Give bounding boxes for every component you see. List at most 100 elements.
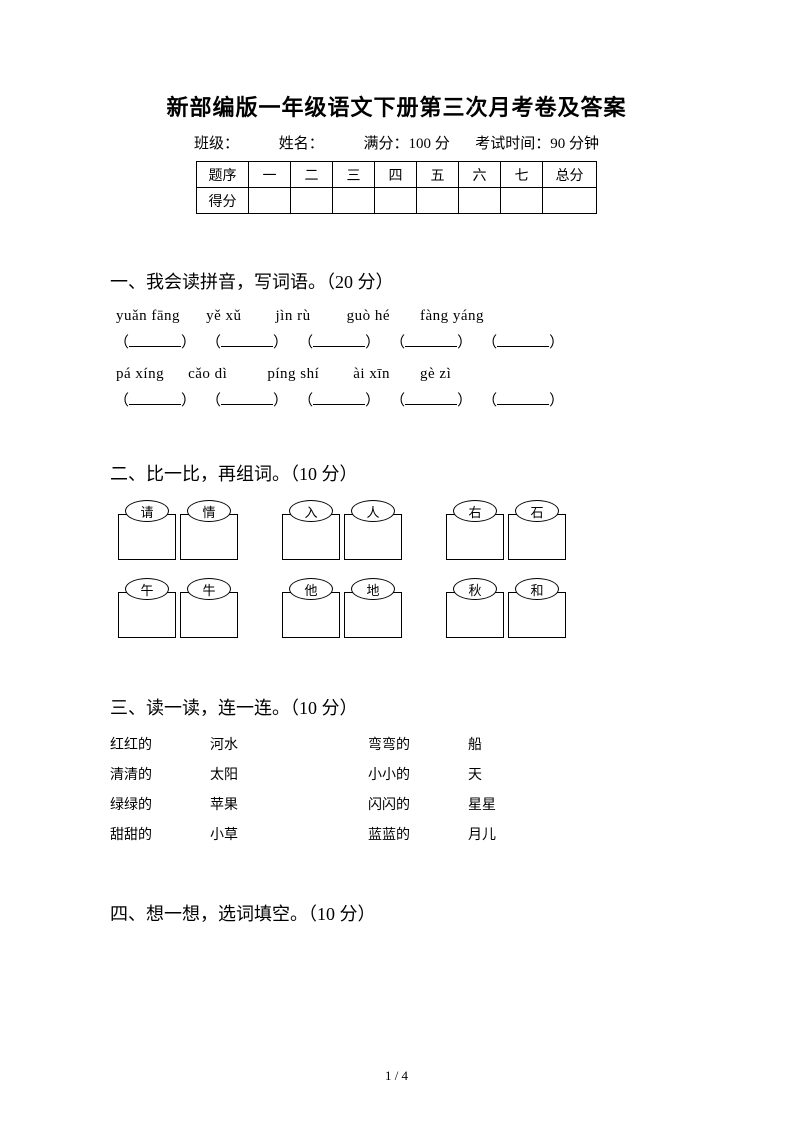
char-bubble: 情	[187, 500, 231, 522]
match-item: 红红的	[110, 734, 152, 754]
match-grid: 红红的清清的绿绿的甜甜的河水太阳苹果小草弯弯的小小的闪闪的蓝蓝的船天星星月儿	[110, 734, 683, 854]
answer-blank[interactable]	[313, 333, 365, 347]
match-item: 苹果	[210, 794, 238, 814]
pinyin-item: cǎo dì	[188, 366, 227, 382]
match-col: 河水太阳苹果小草	[210, 734, 238, 854]
section3-body: 红红的清清的绿绿的甜甜的河水太阳苹果小草弯弯的小小的闪闪的蓝蓝的船天星星月儿	[110, 734, 683, 854]
char-bubble: 请	[125, 500, 169, 522]
fullscore-value: 100 分	[409, 136, 450, 152]
answer-blank[interactable]	[221, 391, 273, 405]
answer-blank[interactable]	[313, 391, 365, 405]
char-bubble: 牛	[187, 578, 231, 600]
char-bubble: 入	[289, 500, 333, 522]
char-bubble: 石	[515, 500, 559, 522]
char-bubble: 和	[515, 578, 559, 600]
score-col: 六	[459, 162, 501, 188]
pinyin-row: yuǎn fāngyě xǔjìn rùguò héfàng yáng	[116, 308, 683, 325]
score-cell	[543, 188, 597, 214]
score-col: 五	[417, 162, 459, 188]
pinyin-item: gè zì	[420, 366, 451, 382]
section4-title: 四、想一想，选词填空。（10 分）	[110, 900, 683, 926]
match-pair: 红红的清清的绿绿的甜甜的河水太阳苹果小草	[110, 734, 238, 854]
class-label: 班级：	[194, 136, 239, 152]
match-item: 绿绿的	[110, 794, 152, 814]
answer-blank[interactable]	[129, 391, 181, 405]
score-col: 七	[501, 162, 543, 188]
compare-row: 请情入人右石	[118, 500, 683, 560]
score-cell	[291, 188, 333, 214]
score-cell	[459, 188, 501, 214]
char-bubble: 他	[289, 578, 333, 600]
answer-blank[interactable]	[497, 391, 549, 405]
score-col: 三	[333, 162, 375, 188]
match-item: 船	[468, 734, 496, 754]
char-pair: 入人	[282, 500, 402, 560]
char-bubble: 午	[125, 578, 169, 600]
time-label: 考试时间：	[475, 136, 550, 152]
page-number: 1 / 4	[0, 1068, 793, 1084]
char-bubble: 人	[351, 500, 395, 522]
score-cell	[417, 188, 459, 214]
answer-blank[interactable]	[129, 333, 181, 347]
score-row-label: 得分	[197, 188, 249, 214]
score-col: 四	[375, 162, 417, 188]
section1-title: 一、我会读拼音，写词语。（20 分）	[110, 268, 683, 294]
blank-row: （）（）（）（）（）	[114, 331, 683, 352]
match-item: 星星	[468, 794, 496, 814]
match-col: 弯弯的小小的闪闪的蓝蓝的	[368, 734, 410, 854]
char-pair: 他地	[282, 578, 402, 638]
char-unit: 右	[446, 500, 504, 560]
time-value: 90 分钟	[550, 136, 599, 152]
answer-blank[interactable]	[405, 333, 457, 347]
char-pair: 请情	[118, 500, 238, 560]
name-label: 姓名：	[279, 136, 324, 152]
pinyin-item: píng shí	[267, 366, 319, 382]
match-item: 太阳	[210, 764, 238, 784]
char-unit: 人	[344, 500, 402, 560]
char-unit: 和	[508, 578, 566, 638]
char-unit: 请	[118, 500, 176, 560]
match-item: 弯弯的	[368, 734, 410, 754]
score-cell	[501, 188, 543, 214]
answer-blank[interactable]	[497, 333, 549, 347]
pinyin-item: ài xīn	[353, 366, 390, 382]
char-unit: 牛	[180, 578, 238, 638]
pinyin-item: yě xǔ	[206, 308, 241, 324]
pinyin-item: yuǎn fāng	[116, 308, 180, 324]
char-bubble: 秋	[453, 578, 497, 600]
pinyin-item: jìn rù	[275, 308, 310, 324]
section2-title: 二、比一比，再组词。（10 分）	[110, 460, 683, 486]
section2-body: 请情入人右石午牛他地秋和	[110, 500, 683, 638]
fullscore-label: 满分：	[363, 136, 408, 152]
char-bubble: 右	[453, 500, 497, 522]
char-pair: 秋和	[446, 578, 566, 638]
score-cell	[333, 188, 375, 214]
match-col: 船天星星月儿	[468, 734, 496, 854]
char-bubble: 地	[351, 578, 395, 600]
match-item: 天	[468, 764, 496, 784]
score-col: 二	[291, 162, 333, 188]
compare-row: 午牛他地秋和	[118, 578, 683, 638]
char-pair: 右石	[446, 500, 566, 560]
score-table: 题序一二三四五六七总分得分	[196, 161, 597, 214]
pinyin-row: pá xíngcǎo dìpíng shíài xīngè zì	[116, 366, 683, 383]
char-pair: 午牛	[118, 578, 238, 638]
char-unit: 秋	[446, 578, 504, 638]
match-item: 蓝蓝的	[368, 824, 410, 844]
match-item: 甜甜的	[110, 824, 152, 844]
match-pair: 弯弯的小小的闪闪的蓝蓝的船天星星月儿	[368, 734, 496, 854]
score-col: 总分	[543, 162, 597, 188]
score-cell	[249, 188, 291, 214]
answer-blank[interactable]	[221, 333, 273, 347]
char-unit: 石	[508, 500, 566, 560]
match-item: 小小的	[368, 764, 410, 784]
match-col: 红红的清清的绿绿的甜甜的	[110, 734, 152, 854]
char-unit: 午	[118, 578, 176, 638]
match-item: 小草	[210, 824, 238, 844]
exam-info-line: 班级： 姓名： 满分：100 分 考试时间：90 分钟	[110, 132, 683, 153]
blank-row: （）（）（）（）（）	[114, 389, 683, 410]
score-col: 一	[249, 162, 291, 188]
pinyin-item: fàng yáng	[420, 308, 484, 324]
answer-blank[interactable]	[405, 391, 457, 405]
match-item: 闪闪的	[368, 794, 410, 814]
